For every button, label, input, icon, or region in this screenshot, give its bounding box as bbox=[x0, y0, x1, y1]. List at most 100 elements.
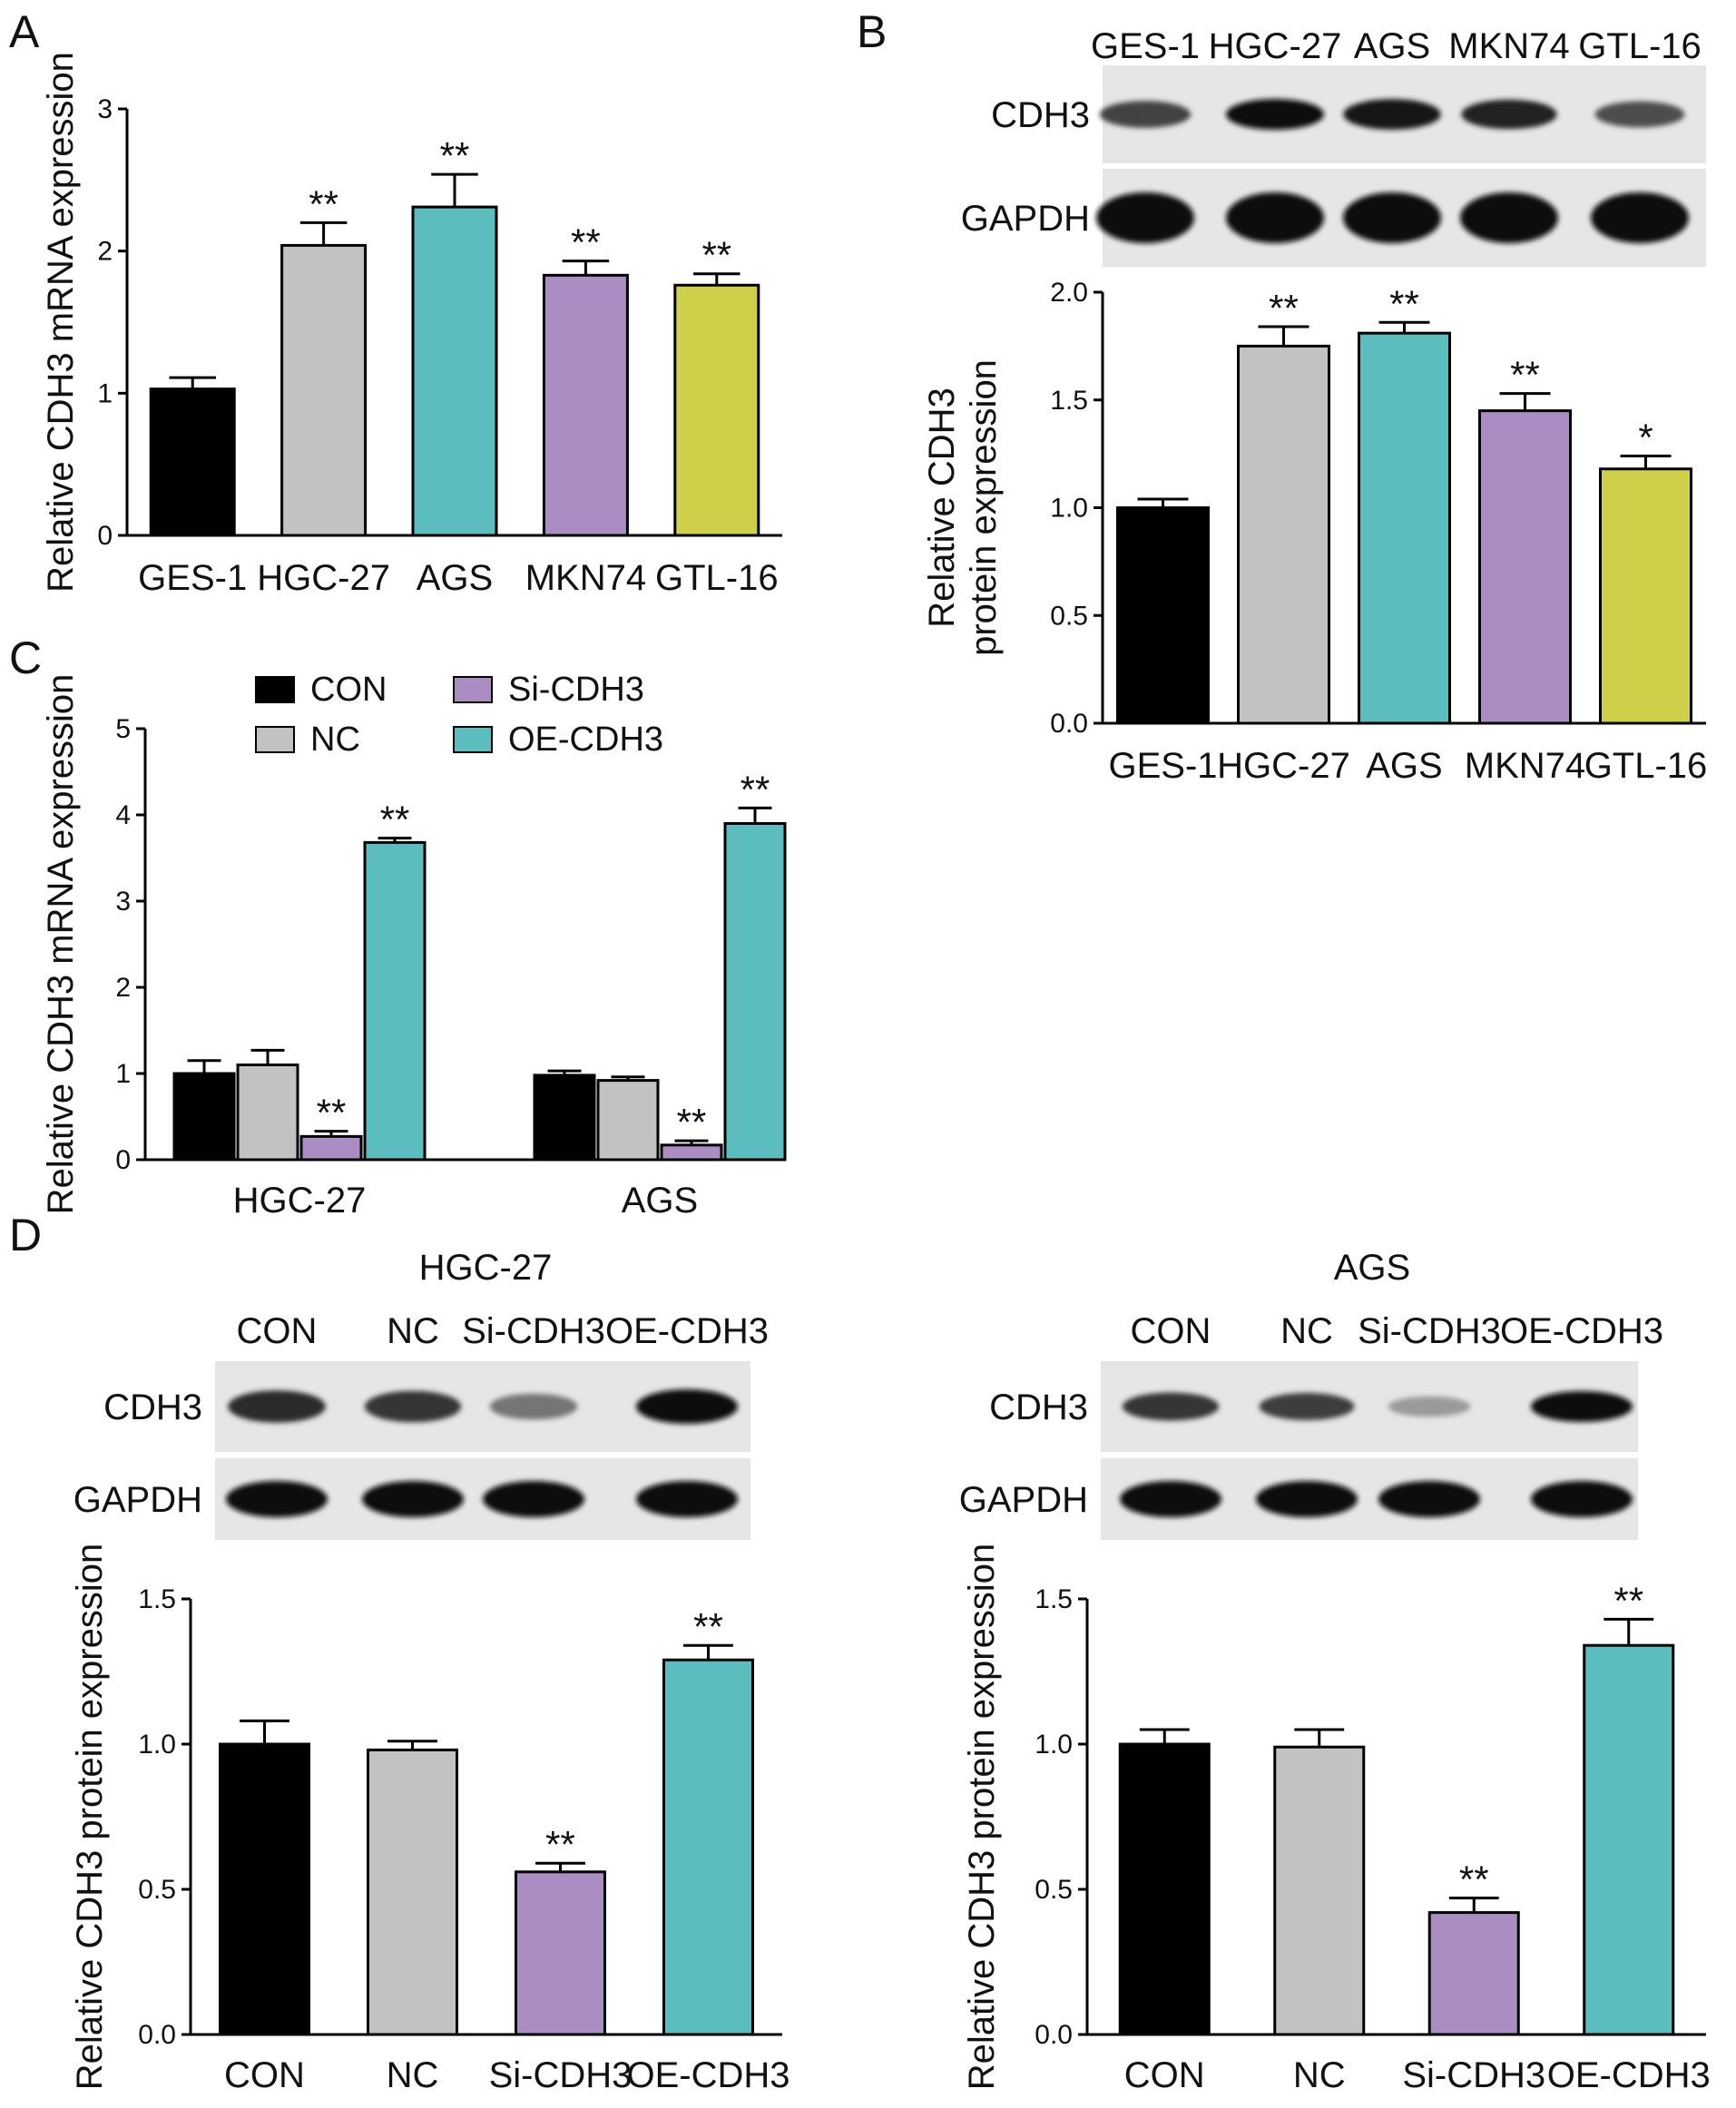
y-axis-label-line-2: protein expression bbox=[964, 359, 1004, 656]
x-category-label-hgc-27: HGC-27 bbox=[1217, 746, 1350, 786]
x-category-label-ags: AGS bbox=[622, 1181, 698, 1221]
y-tick-label: 1.5 bbox=[1050, 386, 1088, 416]
y-axis-label: Relative CDH3 mRNA expression bbox=[41, 674, 81, 1215]
y-tick-label: 0 bbox=[115, 1145, 131, 1175]
bar-hgc-27-oe-cdh3 bbox=[363, 840, 427, 1162]
bar-ags-nc bbox=[596, 1079, 660, 1162]
band-gapdh-oe-cdh3 bbox=[1531, 1481, 1633, 1517]
bar-ags-si-cdh3 bbox=[660, 1143, 723, 1162]
band-gapdh-hgc-27 bbox=[1226, 192, 1324, 243]
y-axis-label-line-1: Relative CDH3 bbox=[922, 387, 962, 628]
chart-d-hgc27-protein: 0.0 0.5 1.0 1.5 Relative CDH3 protein expres… bbox=[70, 1544, 790, 2095]
panel-letter-c: C bbox=[9, 632, 42, 683]
bar-hgc-27 bbox=[280, 243, 368, 537]
legend-label-con: CON bbox=[310, 671, 387, 709]
significance-oe-cdh3: ** bbox=[693, 1605, 723, 1648]
legend-c: CON Si-CDH3 NC OE-CDH3 bbox=[255, 671, 663, 759]
y-tick-label: 5 bbox=[115, 714, 131, 744]
bar-hgc-27-con bbox=[172, 1072, 236, 1162]
bar-mkn74 bbox=[542, 273, 629, 537]
y-tick-label: 4 bbox=[115, 800, 131, 830]
significance-oe-cdh3: ** bbox=[1613, 1579, 1643, 1622]
bar-gtl-16 bbox=[1599, 467, 1692, 725]
band-cdh3-ges-1 bbox=[1099, 101, 1192, 128]
y-tick-label: 1.5 bbox=[138, 1584, 176, 1614]
blot-row-label-gapdh: GAPDH bbox=[959, 1480, 1088, 1520]
bar-ags-con bbox=[533, 1074, 596, 1162]
y-tick-label: 2 bbox=[97, 237, 113, 267]
significance-ags: ** bbox=[440, 134, 470, 177]
lane-label-hgc-27: HGC-27 bbox=[1209, 26, 1342, 66]
band-gapdh-si-cdh3 bbox=[483, 1481, 584, 1517]
x-category-label-con: CON bbox=[224, 2055, 305, 2095]
blot-row-label-gapdh: GAPDH bbox=[961, 199, 1090, 239]
significance-hgc-27: ** bbox=[309, 182, 338, 225]
lane-label-si-cdh3: Si-CDH3 bbox=[1358, 1311, 1501, 1351]
panel-letter-d: D bbox=[9, 1210, 42, 1260]
bar-ags bbox=[1358, 331, 1451, 725]
y-tick-label: 0.5 bbox=[1050, 601, 1088, 631]
bar-con bbox=[219, 1742, 310, 2036]
band-gapdh-ags bbox=[1343, 192, 1441, 243]
significance-mkn74: ** bbox=[571, 221, 601, 264]
x-category-label-mkn74: MKN74 bbox=[1465, 746, 1585, 786]
significance-hgc-27-oe-cdh3: ** bbox=[380, 799, 410, 841]
western-blot-b: GES-1 HGC-27 AGS MKN74 GTL-16 CDH3 GAPDH bbox=[961, 26, 1706, 267]
band-cdh3-gtl-16 bbox=[1594, 101, 1685, 128]
band-cdh3-con bbox=[228, 1390, 326, 1423]
y-tick-label: 2 bbox=[115, 973, 131, 1003]
x-category-label-con: CON bbox=[1124, 2055, 1205, 2095]
band-cdh3-oe-cdh3 bbox=[636, 1389, 738, 1424]
x-category-label-si-cdh3: Si-CDH3 bbox=[489, 2055, 633, 2095]
western-blot-d-hgc27: CON NC Si-CDH3 OE-CDH3 CDH3 GAPDH bbox=[74, 1311, 769, 1540]
band-gapdh-ges-1 bbox=[1096, 192, 1194, 243]
bar-hgc-27 bbox=[1237, 344, 1330, 725]
legend-swatch-si-cdh3 bbox=[453, 676, 493, 703]
legend-swatch-nc bbox=[255, 726, 295, 753]
panel-letter-b: B bbox=[857, 6, 887, 57]
legend-label-oe-cdh3: OE-CDH3 bbox=[508, 721, 663, 759]
band-gapdh-si-cdh3 bbox=[1378, 1481, 1480, 1517]
western-blot-d-ags: CON NC Si-CDH3 OE-CDH3 CDH3 GAPDH bbox=[959, 1311, 1663, 1540]
legend-label-nc: NC bbox=[310, 721, 360, 759]
bar-ags bbox=[411, 205, 498, 537]
chart-a-mrna-cell-lines: 0 1 2 3 Relative CDH3 mRNA expression GES-1 **… bbox=[41, 52, 782, 598]
band-cdh3-con bbox=[1122, 1392, 1220, 1421]
x-category-label-ags: AGS bbox=[1366, 746, 1442, 786]
band-cdh3-si-cdh3 bbox=[1388, 1396, 1471, 1417]
significance-hgc-27-si-cdh3: ** bbox=[317, 1092, 347, 1134]
bar-con bbox=[1118, 1742, 1211, 2036]
bar-mkn74 bbox=[1478, 409, 1572, 725]
x-category-label-nc: NC bbox=[1293, 2055, 1346, 2095]
y-axis-label: Relative CDH3 mRNA expression bbox=[41, 52, 81, 593]
x-category-label-nc: NC bbox=[387, 2055, 439, 2095]
significance-si-cdh3: ** bbox=[1459, 1858, 1489, 1901]
y-tick-label: 0.0 bbox=[138, 2020, 176, 2050]
significance-gtl-16: * bbox=[1638, 417, 1653, 459]
blot-row-label-cdh3: CDH3 bbox=[989, 1387, 1088, 1427]
blot-row-label-cdh3: CDH3 bbox=[991, 95, 1090, 135]
chart-c-mrna-transfection: 0 1 2 3 4 5 Relative CDH3 mRNA expression ** ** H… bbox=[41, 674, 787, 1221]
x-category-label-oe-cdh3: OE-CDH3 bbox=[1547, 2055, 1711, 2095]
significance-gtl-16: ** bbox=[701, 234, 731, 277]
lane-label-si-cdh3: Si-CDH3 bbox=[462, 1311, 605, 1351]
x-category-label-oe-cdh3: OE-CDH3 bbox=[626, 2055, 790, 2095]
bar-ges-1 bbox=[149, 387, 236, 537]
x-category-label-ges-1: GES-1 bbox=[1108, 746, 1217, 786]
legend-swatch-oe-cdh3 bbox=[453, 726, 493, 753]
y-tick-label: 1 bbox=[97, 378, 113, 408]
significance-ags-si-cdh3: ** bbox=[677, 1101, 707, 1143]
band-cdh3-mkn74 bbox=[1461, 99, 1557, 130]
x-category-label-ags: AGS bbox=[417, 558, 493, 598]
significance-mkn74: ** bbox=[1510, 354, 1540, 397]
band-gapdh-oe-cdh3 bbox=[636, 1481, 738, 1517]
panel-letter-a: A bbox=[9, 6, 40, 57]
bar-nc bbox=[367, 1748, 458, 2036]
lane-label-ges-1: GES-1 bbox=[1091, 26, 1200, 66]
bar-oe-cdh3 bbox=[1583, 1643, 1675, 2036]
lane-label-nc: NC bbox=[1280, 1311, 1333, 1351]
significance-si-cdh3: ** bbox=[545, 1823, 575, 1866]
y-tick-label: 3 bbox=[97, 94, 113, 124]
band-gapdh-gtl-16 bbox=[1591, 192, 1689, 243]
